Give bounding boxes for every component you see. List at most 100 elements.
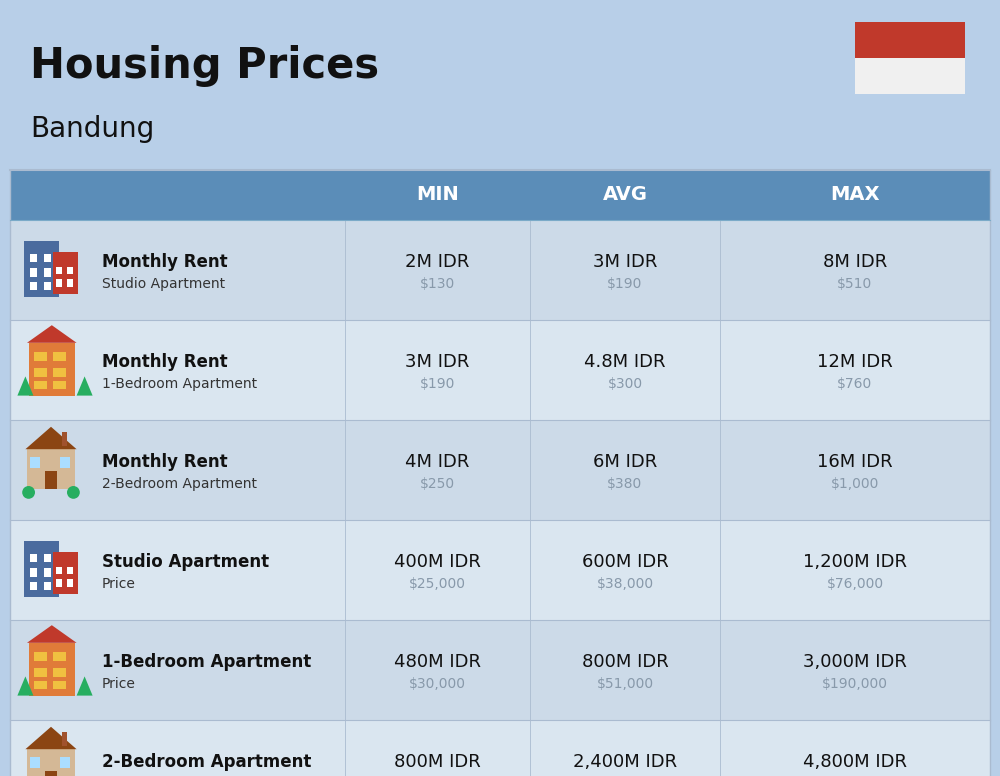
FancyBboxPatch shape [34, 352, 47, 361]
FancyBboxPatch shape [92, 170, 345, 220]
FancyBboxPatch shape [62, 732, 67, 746]
FancyBboxPatch shape [44, 254, 51, 262]
FancyBboxPatch shape [60, 457, 70, 469]
FancyBboxPatch shape [62, 431, 67, 446]
Text: 800M IDR: 800M IDR [582, 653, 668, 671]
FancyBboxPatch shape [67, 279, 73, 287]
Circle shape [67, 486, 80, 499]
Text: MIN: MIN [416, 185, 459, 205]
FancyBboxPatch shape [44, 553, 51, 563]
Text: 16M IDR: 16M IDR [817, 453, 893, 471]
FancyBboxPatch shape [56, 580, 62, 587]
Text: Price: Price [102, 577, 136, 591]
FancyBboxPatch shape [24, 241, 59, 297]
Polygon shape [17, 376, 33, 396]
Text: $30,000: $30,000 [409, 677, 466, 691]
FancyBboxPatch shape [53, 668, 66, 677]
FancyBboxPatch shape [45, 471, 57, 489]
Text: 2M IDR: 2M IDR [405, 253, 470, 271]
Text: $38,000: $38,000 [596, 577, 654, 591]
Text: 8M IDR: 8M IDR [823, 253, 887, 271]
Text: $130: $130 [420, 277, 455, 291]
FancyBboxPatch shape [29, 343, 75, 396]
FancyBboxPatch shape [30, 254, 37, 262]
Text: $25,000: $25,000 [409, 577, 466, 591]
Text: $760: $760 [837, 377, 873, 391]
Text: $300: $300 [607, 377, 643, 391]
Text: 2-Bedroom Apartment: 2-Bedroom Apartment [102, 753, 311, 771]
FancyBboxPatch shape [45, 771, 57, 776]
Text: 480M IDR: 480M IDR [394, 653, 481, 671]
FancyBboxPatch shape [530, 170, 720, 220]
FancyBboxPatch shape [67, 267, 73, 275]
Text: MAX: MAX [830, 185, 880, 205]
FancyBboxPatch shape [30, 457, 40, 469]
FancyBboxPatch shape [34, 653, 47, 660]
Polygon shape [25, 427, 77, 449]
FancyBboxPatch shape [855, 58, 965, 94]
Text: $190,000: $190,000 [822, 677, 888, 691]
Text: 1-Bedroom Apartment: 1-Bedroom Apartment [102, 653, 311, 671]
FancyBboxPatch shape [720, 170, 990, 220]
Text: 6M IDR: 6M IDR [593, 453, 657, 471]
Text: $76,000: $76,000 [826, 577, 884, 591]
Circle shape [22, 486, 35, 499]
Text: $190: $190 [607, 277, 643, 291]
FancyBboxPatch shape [29, 643, 75, 695]
FancyBboxPatch shape [44, 282, 51, 290]
Text: 1-Bedroom Apartment: 1-Bedroom Apartment [102, 377, 257, 391]
FancyBboxPatch shape [10, 220, 990, 320]
Text: 3M IDR: 3M IDR [405, 353, 470, 371]
FancyBboxPatch shape [30, 282, 37, 290]
Text: Monthly Rent: Monthly Rent [102, 253, 228, 271]
Text: 600M IDR: 600M IDR [582, 553, 668, 571]
Polygon shape [77, 677, 93, 695]
FancyBboxPatch shape [27, 449, 75, 489]
Text: Studio Apartment: Studio Apartment [102, 277, 225, 291]
FancyBboxPatch shape [30, 757, 40, 768]
FancyBboxPatch shape [34, 381, 47, 390]
Text: Monthly Rent: Monthly Rent [102, 453, 228, 471]
Polygon shape [27, 325, 77, 343]
FancyBboxPatch shape [30, 568, 37, 577]
FancyBboxPatch shape [10, 420, 990, 520]
FancyBboxPatch shape [34, 368, 47, 376]
Text: $1,000: $1,000 [831, 477, 879, 491]
Text: Bandung: Bandung [30, 115, 154, 143]
FancyBboxPatch shape [53, 352, 66, 361]
Text: AVG: AVG [602, 185, 648, 205]
FancyBboxPatch shape [34, 681, 47, 689]
FancyBboxPatch shape [53, 381, 66, 390]
FancyBboxPatch shape [53, 252, 78, 294]
FancyBboxPatch shape [56, 267, 62, 275]
Text: Price: Price [102, 677, 136, 691]
Polygon shape [17, 677, 33, 695]
Text: 4.8M IDR: 4.8M IDR [584, 353, 666, 371]
FancyBboxPatch shape [10, 170, 92, 220]
Text: $510: $510 [837, 277, 873, 291]
Text: $51,000: $51,000 [596, 677, 654, 691]
Text: 400M IDR: 400M IDR [394, 553, 481, 571]
Text: $250: $250 [420, 477, 455, 491]
Text: 2-Bedroom Apartment: 2-Bedroom Apartment [102, 477, 257, 491]
FancyBboxPatch shape [30, 553, 37, 563]
FancyBboxPatch shape [10, 620, 990, 720]
FancyBboxPatch shape [53, 653, 66, 660]
Text: Monthly Rent: Monthly Rent [102, 353, 228, 371]
FancyBboxPatch shape [53, 681, 66, 689]
Text: Housing Prices: Housing Prices [30, 45, 379, 87]
Polygon shape [77, 376, 93, 396]
FancyBboxPatch shape [67, 567, 73, 574]
FancyBboxPatch shape [56, 279, 62, 287]
Text: 12M IDR: 12M IDR [817, 353, 893, 371]
Text: $380: $380 [607, 477, 643, 491]
FancyBboxPatch shape [44, 581, 51, 591]
FancyBboxPatch shape [855, 22, 965, 58]
FancyBboxPatch shape [53, 368, 66, 376]
FancyBboxPatch shape [53, 553, 78, 594]
FancyBboxPatch shape [44, 268, 51, 277]
Text: 1,200M IDR: 1,200M IDR [803, 553, 907, 571]
FancyBboxPatch shape [30, 581, 37, 591]
Text: 2,400M IDR: 2,400M IDR [573, 753, 677, 771]
Text: 800M IDR: 800M IDR [394, 753, 481, 771]
